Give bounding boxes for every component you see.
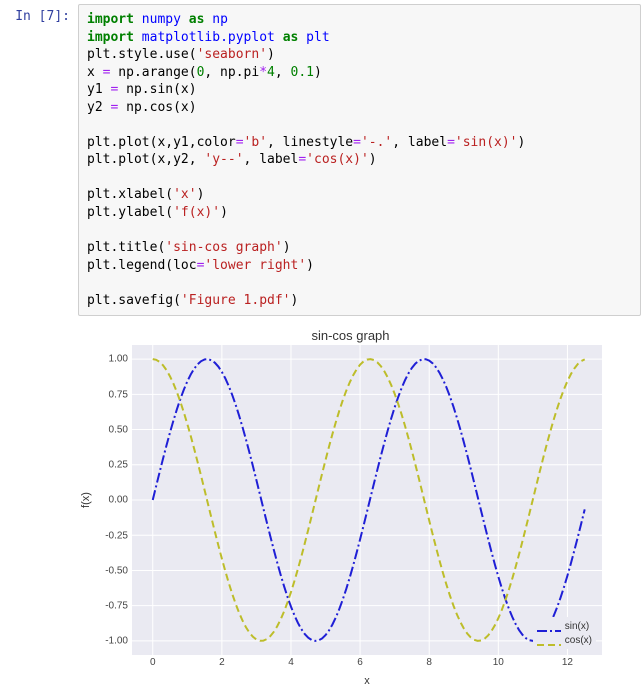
x-tick-label: 4 xyxy=(288,657,294,668)
y-axis-label: f(x) xyxy=(78,345,94,655)
output-area: sin-cos graph f(x) -1.00 -0.75 -0.50 -0.25 0… xyxy=(78,316,633,695)
chart: sin-cos graph f(x) -1.00 -0.75 -0.50 -0.25 0… xyxy=(78,324,623,695)
x-tick-label: 0 xyxy=(150,657,156,668)
y-tick-label: -0.75 xyxy=(105,600,128,611)
x-tick-label: 10 xyxy=(493,657,504,668)
legend-label: sin(x) xyxy=(565,621,589,632)
y-tick-label: 0.50 xyxy=(109,424,128,435)
legend-item: cos(x) xyxy=(537,633,592,647)
code-input[interactable]: import numpy as np import matplotlib.pyp… xyxy=(78,4,641,316)
series-sin(x) xyxy=(153,359,585,641)
x-tick-label: 2 xyxy=(219,657,225,668)
legend: sin(x) cos(x) xyxy=(533,617,596,649)
y-tick-label: 1.00 xyxy=(109,354,128,365)
x-axis-ticks: 0 2 4 6 8 10 12 xyxy=(132,655,602,673)
y-tick-label: 0.25 xyxy=(109,460,128,471)
y-tick-label: 0.00 xyxy=(109,495,128,506)
input-prompt: In [7]: xyxy=(0,4,78,316)
series-lines xyxy=(132,345,602,655)
y-tick-label: -0.25 xyxy=(105,530,128,541)
y-axis-ticks: -1.00 -0.75 -0.50 -0.25 0.00 0.25 0.50 0.75 1.00 xyxy=(94,345,132,655)
y-tick-label: -1.00 xyxy=(105,636,128,647)
chart-title: sin-cos graph xyxy=(78,324,623,345)
y-tick-label: 0.75 xyxy=(109,389,128,400)
legend-label: cos(x) xyxy=(565,635,592,646)
x-tick-label: 12 xyxy=(562,657,573,668)
x-tick-label: 8 xyxy=(426,657,432,668)
series-cos(x) xyxy=(153,359,585,641)
plot-area: sin(x) cos(x) xyxy=(132,345,602,655)
legend-item: sin(x) xyxy=(537,619,592,633)
y-tick-label: -0.50 xyxy=(105,565,128,576)
x-axis-label: x xyxy=(132,673,602,695)
x-tick-label: 6 xyxy=(357,657,363,668)
code-cell: In [7]: import numpy as np import matplo… xyxy=(0,0,641,316)
